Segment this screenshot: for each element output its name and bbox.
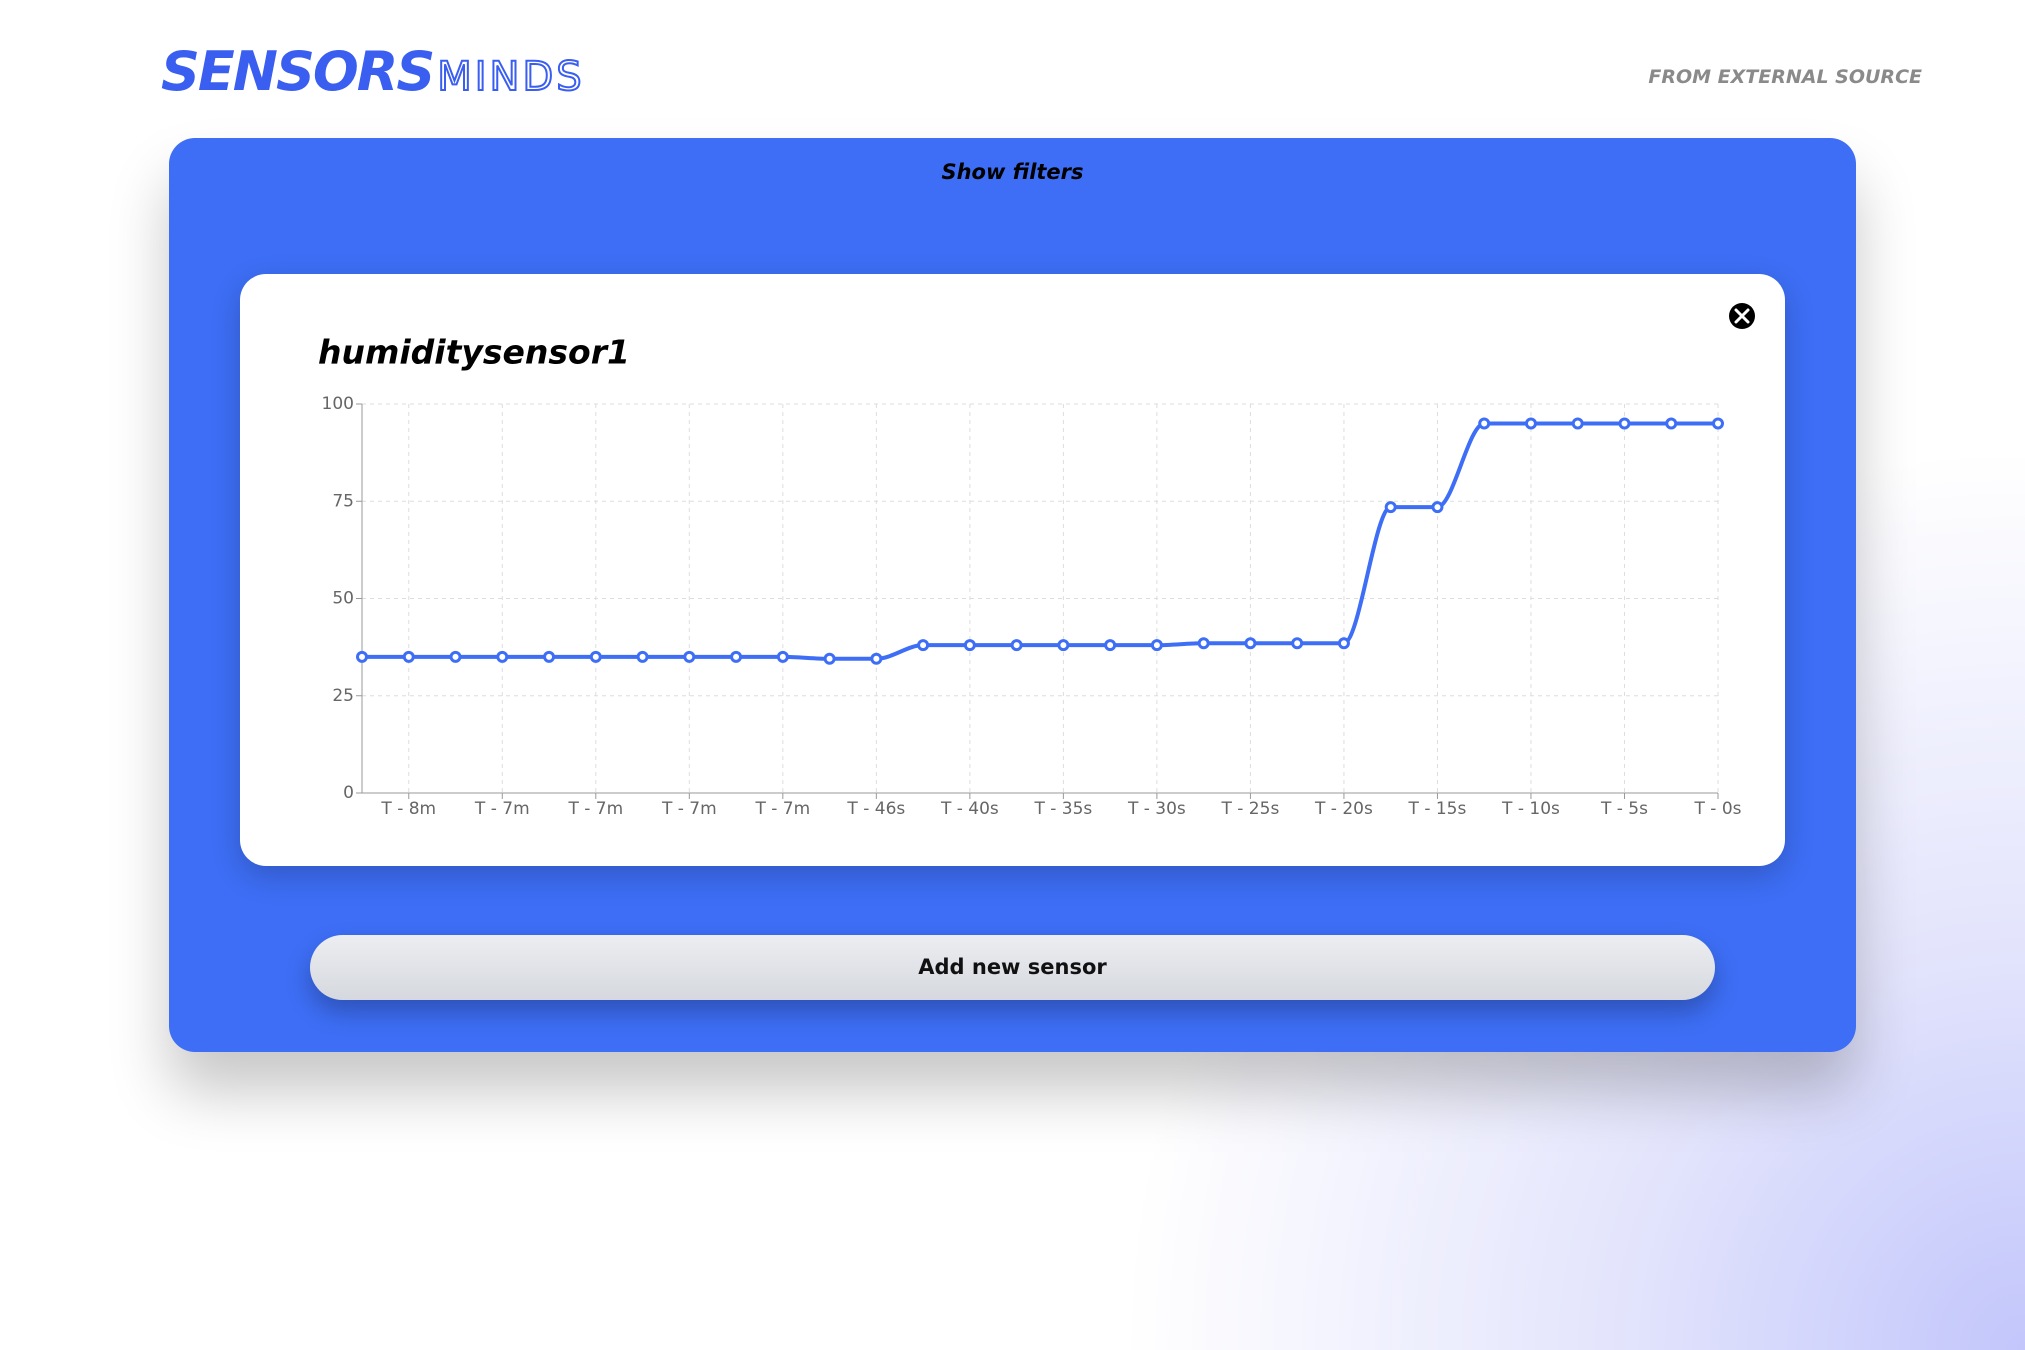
- y-tick-label: 75: [332, 491, 354, 511]
- chart-title: humiditysensor1: [318, 333, 630, 372]
- data-point: [1384, 501, 1397, 514]
- data-point: [1618, 417, 1631, 430]
- x-tick-label: T - 0s: [1694, 799, 1742, 819]
- data-point: [449, 650, 462, 663]
- data-point: [730, 650, 743, 663]
- logo-light: MINDS: [436, 53, 585, 101]
- source-label: FROM EXTERNAL SOURCE: [1648, 66, 1922, 88]
- x-tick-label: T - 8m: [380, 799, 436, 819]
- data-point: [1291, 637, 1304, 650]
- data-point: [589, 650, 602, 663]
- logo[interactable]: SENSORS MINDS: [161, 40, 585, 103]
- y-tick-label: 50: [332, 589, 354, 609]
- x-tick-label: T - 40s: [940, 799, 999, 819]
- x-tick-label: T - 7m: [567, 799, 623, 819]
- x-tick-label: T - 20s: [1314, 799, 1373, 819]
- data-line: [362, 421, 1718, 661]
- x-tick-label: T - 7m: [474, 799, 530, 819]
- x-tick-label: T - 35s: [1033, 799, 1092, 819]
- data-point: [1478, 417, 1491, 430]
- data-point: [496, 650, 509, 663]
- data-point: [870, 652, 883, 665]
- data-point: [963, 639, 976, 652]
- data-point: [1057, 639, 1070, 652]
- data-point: [402, 650, 415, 663]
- data-point: [1244, 637, 1257, 650]
- data-point: [1524, 417, 1537, 430]
- data-point: [823, 652, 836, 665]
- sensor-card: humiditysensor1 0 25 50 75 100 T - 8m T - 7m T …: [240, 274, 1785, 866]
- data-point: [356, 650, 368, 663]
- x-tick-label: T - 10s: [1501, 799, 1560, 819]
- y-tick-label: 0: [343, 783, 354, 803]
- y-tick-label: 25: [332, 686, 354, 706]
- x-tick-label: T - 46s: [846, 799, 905, 819]
- logo-bold: SENSORS: [161, 40, 435, 103]
- close-button[interactable]: [1729, 303, 1755, 329]
- data-point: [1197, 637, 1210, 650]
- data-point: [1104, 639, 1117, 652]
- chart: humiditysensor1 0 25 50 75 100 T - 8m T - 7m T …: [318, 303, 1755, 819]
- y-tick-label: 100: [322, 394, 354, 414]
- data-point: [917, 639, 930, 652]
- data-point: [543, 650, 556, 663]
- x-tick-label: T - 15s: [1408, 799, 1467, 819]
- data-point: [1571, 417, 1584, 430]
- data-point: [1010, 639, 1023, 652]
- x-tick-label: T - 7m: [661, 799, 717, 819]
- data-point: [636, 650, 649, 663]
- data-point: [1150, 639, 1163, 652]
- data-point: [1712, 417, 1724, 430]
- x-tick-label: T - 25s: [1220, 799, 1279, 819]
- add-sensor-button[interactable]: Add new sensor: [310, 935, 1715, 1000]
- show-filters[interactable]: Show filters: [941, 160, 1084, 184]
- panel: Show filters humiditysensor1 0 25 50 75 100 T…: [169, 138, 1856, 1052]
- data-point: [1665, 417, 1678, 430]
- data-point: [683, 650, 696, 663]
- data-point: [776, 650, 789, 663]
- x-tick-label: T - 5s: [1600, 799, 1648, 819]
- x-tick-label: T - 7m: [754, 799, 810, 819]
- data-point: [1431, 501, 1444, 514]
- close-cross: [1734, 308, 1750, 324]
- x-tick-label: T - 30s: [1127, 799, 1186, 819]
- data-point: [1337, 637, 1350, 650]
